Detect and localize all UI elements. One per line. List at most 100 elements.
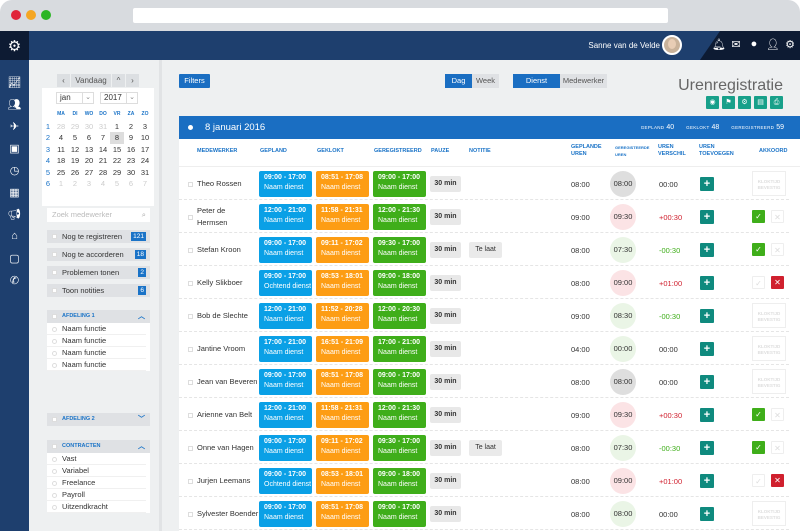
- calendar-day[interactable]: 5: [72, 133, 78, 142]
- geregistreerd-shift[interactable]: 12:00 - 20:30 Naam dienst: [373, 303, 426, 329]
- reject-x-icon[interactable]: ✕: [771, 210, 784, 223]
- approve-check-icon[interactable]: ✓: [752, 276, 765, 289]
- table-row[interactable]: Bob de Slechte 12:00 - 21:00 Naam dienst 11…: [179, 299, 789, 332]
- row-checkbox[interactable]: [188, 281, 193, 286]
- radio[interactable]: [52, 363, 57, 368]
- calendar-day[interactable]: 31: [140, 167, 150, 177]
- checkbox[interactable]: [52, 417, 57, 422]
- calendar-grid-icon[interactable]: ▦: [9, 186, 20, 199]
- table-row[interactable]: Theo Rossen 09:00 - 17:00 Naam dienst 08:51…: [179, 167, 789, 200]
- geklokt-shift[interactable]: 11:52 - 20:28 Naam dienst: [316, 303, 369, 329]
- add-hours-button[interactable]: +: [700, 276, 714, 290]
- tab-medewerker[interactable]: Medewerker: [560, 74, 607, 88]
- col-akkoord[interactable]: AKKOORD: [759, 148, 788, 154]
- table-row[interactable]: Jurjen Leemans 09:00 - 17:00 Ochtend diens…: [179, 464, 789, 497]
- geklokt-shift[interactable]: 11:58 - 21:31 Naam dienst: [316, 402, 369, 428]
- confirm-clocktime-button[interactable]: KLOKTIJD BEVESTIG: [752, 501, 786, 526]
- gear-icon[interactable]: ⚙: [738, 96, 751, 109]
- reject-x-icon[interactable]: ✕: [771, 408, 784, 421]
- row-checkbox[interactable]: [188, 380, 193, 385]
- calendar-day[interactable]: 10: [140, 133, 150, 142]
- geklokt-shift[interactable]: 09:11 - 17:02 Naam dienst: [316, 237, 369, 263]
- app-logo-gear-icon[interactable]: ⚙: [0, 31, 29, 60]
- row-checkbox[interactable]: [188, 347, 193, 352]
- add-hours-button[interactable]: +: [700, 474, 714, 488]
- calendar-day[interactable]: 11: [57, 144, 65, 154]
- calendar-day[interactable]: 17: [140, 144, 150, 154]
- calendar-day[interactable]: 2: [72, 179, 78, 188]
- clipboard-icon[interactable]: ▤: [754, 96, 767, 109]
- employee-name[interactable]: Peter de Hermsen: [197, 206, 228, 227]
- maximize-window-button[interactable]: [41, 10, 51, 20]
- day-checkbox[interactable]: [188, 125, 193, 130]
- row-checkbox[interactable]: [188, 446, 193, 451]
- calendar-day[interactable]: 18: [56, 156, 66, 165]
- eye-icon[interactable]: ◉: [706, 96, 719, 109]
- row-checkbox[interactable]: [188, 512, 193, 517]
- clock-icon[interactable]: ◷: [9, 164, 20, 177]
- calendar-day[interactable]: 20: [84, 156, 94, 165]
- user-name[interactable]: Sanne van de Velde: [588, 41, 660, 50]
- employee-name[interactable]: Jantine Vroom: [197, 344, 246, 353]
- week-number[interactable]: 3: [45, 144, 51, 154]
- employee-name[interactable]: Onne van Hagen: [197, 443, 254, 452]
- tab-dienst[interactable]: Dienst: [513, 74, 560, 88]
- employee-name[interactable]: Theo Rossen: [197, 179, 242, 188]
- add-hours-button[interactable]: +: [700, 408, 714, 422]
- add-hours-button[interactable]: +: [700, 342, 714, 356]
- calendar-day[interactable]: 13: [84, 144, 94, 154]
- calendar-day[interactable]: 9: [128, 133, 134, 142]
- minimize-window-button[interactable]: [26, 10, 36, 20]
- week-number[interactable]: 1: [45, 121, 51, 131]
- filter-problemen-tonen[interactable]: Problemen tonen 2: [47, 266, 150, 279]
- confirm-clocktime-button[interactable]: KLOKTIJD BEVESTIG: [752, 336, 786, 361]
- confirm-clocktime-button[interactable]: KLOKTIJD BEVESTIG: [752, 369, 786, 394]
- row-checkbox[interactable]: [188, 215, 193, 220]
- col-geklokt[interactable]: GEKLOKT: [317, 148, 344, 154]
- group-header[interactable]: CONTRACTEN ︿: [47, 440, 150, 453]
- gepland-shift[interactable]: 12:00 - 21:00 Naam dienst: [259, 402, 312, 428]
- mail-icon[interactable]: ✉: [731, 39, 741, 51]
- group-item[interactable]: Variabel: [47, 465, 146, 477]
- table-row[interactable]: Jantine Vroom 17:00 - 21:00 Naam dienst 16:…: [179, 332, 789, 365]
- megaphone-icon[interactable]: 📢︎: [7, 208, 22, 221]
- gepland-shift[interactable]: 09:00 - 17:00 Naam dienst: [259, 501, 312, 527]
- geregistreerd-shift[interactable]: 09:00 - 17:00 Naam dienst: [373, 171, 426, 197]
- phone-icon[interactable]: ✆: [9, 274, 20, 287]
- col-gepland[interactable]: GEPLAND: [260, 148, 287, 154]
- checkbox[interactable]: [52, 314, 57, 319]
- add-hours-button[interactable]: +: [700, 309, 714, 323]
- gepland-shift[interactable]: 09:00 - 17:00 Ochtend dienst: [259, 270, 312, 296]
- calendar-day[interactable]: 16: [126, 144, 136, 154]
- approve-check-icon[interactable]: ✓: [752, 243, 765, 256]
- calendar-day[interactable]: 29: [112, 167, 122, 177]
- geregistreerd-shift[interactable]: 09:30 - 17:00 Naam dienst: [373, 237, 426, 263]
- reject-x-icon[interactable]: ✕: [771, 243, 784, 256]
- confirm-clocktime-button[interactable]: KLOKTIJD BEVESTIG: [752, 303, 786, 328]
- col-geregistreerde-uren[interactable]: GEREGISTEERDE UREN: [615, 145, 650, 157]
- flag-icon[interactable]: ⚑: [722, 96, 735, 109]
- col-uren-verschil[interactable]: UREN VERSCHIL: [658, 144, 686, 157]
- employee-name[interactable]: Bob de Slechte: [197, 311, 248, 320]
- reject-x-icon[interactable]: ✕: [771, 474, 784, 487]
- geregistreerd-shift[interactable]: 17:00 - 21:00 Naam dienst: [373, 336, 426, 362]
- gepland-shift[interactable]: 12:00 - 21:00 Naam dienst: [259, 204, 312, 230]
- calendar-day[interactable]: 30: [126, 167, 136, 177]
- pauze-value[interactable]: 30 min: [430, 242, 461, 258]
- group-item[interactable]: Freelance: [47, 477, 146, 489]
- reject-x-icon[interactable]: ✕: [771, 441, 784, 454]
- add-hours-button[interactable]: +: [700, 177, 714, 191]
- geregistreerd-shift[interactable]: 09:30 - 17:00 Naam dienst: [373, 435, 426, 461]
- geregistreerd-shift[interactable]: 09:00 - 18:00 Naam dienst: [373, 270, 426, 296]
- row-checkbox[interactable]: [188, 314, 193, 319]
- close-window-button[interactable]: [11, 10, 21, 20]
- calendar-day[interactable]: 3: [142, 121, 148, 131]
- pauze-value[interactable]: 30 min: [430, 209, 461, 225]
- group-header[interactable]: AFDELING 2 ﹀: [47, 413, 150, 426]
- add-hours-button[interactable]: +: [700, 210, 714, 224]
- note-badge[interactable]: Te laat: [469, 440, 502, 456]
- col-medewerker[interactable]: MEDEWERKER: [197, 148, 238, 154]
- group-header[interactable]: AFDELING 1 ︿: [47, 310, 150, 323]
- home-icon[interactable]: ⌂: [11, 230, 18, 242]
- calendar-day[interactable]: 2: [128, 121, 134, 131]
